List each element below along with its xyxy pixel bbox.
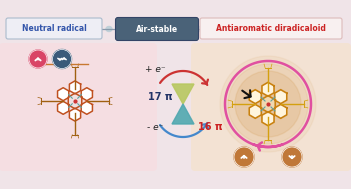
Polygon shape — [58, 101, 69, 114]
Circle shape — [234, 147, 254, 167]
Polygon shape — [81, 88, 92, 101]
Circle shape — [29, 50, 47, 68]
Circle shape — [228, 64, 308, 144]
Polygon shape — [261, 96, 275, 112]
FancyBboxPatch shape — [0, 43, 157, 171]
Polygon shape — [69, 108, 81, 121]
Ellipse shape — [196, 26, 202, 32]
Text: Air-stable: Air-stable — [136, 25, 178, 33]
Polygon shape — [262, 82, 274, 96]
Text: - e⁻: - e⁻ — [147, 122, 163, 132]
Polygon shape — [249, 104, 261, 118]
Text: Antiaromatic diradicaloid: Antiaromatic diradicaloid — [216, 24, 326, 33]
Circle shape — [53, 50, 72, 68]
Polygon shape — [275, 104, 287, 118]
Polygon shape — [69, 81, 81, 94]
Polygon shape — [172, 104, 194, 124]
Text: Neutral radical: Neutral radical — [22, 24, 86, 33]
Polygon shape — [249, 90, 261, 104]
Text: + e⁻: + e⁻ — [145, 64, 165, 74]
Text: 16 π: 16 π — [198, 122, 222, 132]
Polygon shape — [58, 88, 69, 101]
FancyBboxPatch shape — [200, 18, 342, 39]
Polygon shape — [262, 112, 274, 126]
Polygon shape — [275, 90, 287, 104]
Polygon shape — [68, 93, 82, 109]
Polygon shape — [172, 84, 194, 104]
FancyBboxPatch shape — [6, 18, 102, 39]
Ellipse shape — [106, 26, 112, 32]
Circle shape — [235, 71, 301, 137]
FancyBboxPatch shape — [115, 18, 199, 40]
Circle shape — [282, 147, 302, 167]
FancyBboxPatch shape — [191, 43, 351, 171]
Circle shape — [220, 56, 316, 152]
Polygon shape — [81, 101, 92, 114]
Text: 17 π: 17 π — [148, 92, 172, 102]
